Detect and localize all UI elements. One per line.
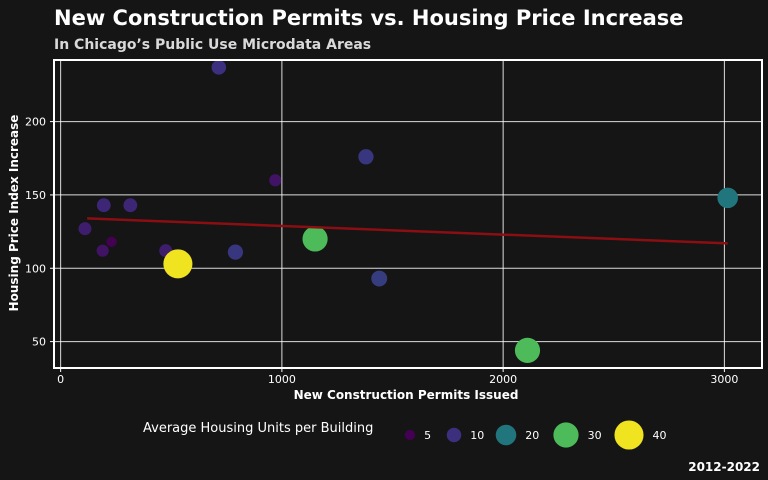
legend-key <box>446 427 462 443</box>
data-point <box>514 337 541 363</box>
y-tick-label: 50 <box>32 336 46 349</box>
legend-key <box>495 424 517 446</box>
panel-border <box>53 59 763 369</box>
data-point <box>302 226 328 252</box>
data-point <box>371 270 388 287</box>
y-axis-title: Housing Price Index Increase <box>7 115 21 312</box>
size-legend: Average Housing Units per Building 5 10 20… <box>143 420 667 450</box>
y-tick-label: 100 <box>25 262 46 275</box>
legend-key <box>614 420 644 450</box>
trend-line <box>87 217 728 245</box>
plot-area: 0 1000 2000 3000 50 100 150 200 <box>25 59 763 386</box>
chart-subtitle: In Chicago’s Public Use Microdata Areas <box>54 37 371 53</box>
legend-label: 40 <box>653 429 667 442</box>
legend-label: 20 <box>525 429 539 442</box>
x-tick-label: 3000 <box>710 373 738 386</box>
x-tick-label: 0 <box>57 373 64 386</box>
chart-title: New Construction Permits vs. Housing Pri… <box>54 6 684 30</box>
data-point <box>78 222 92 236</box>
x-tick-label: 2000 <box>489 373 517 386</box>
data-point <box>211 60 227 75</box>
x-axis-title: New Construction Permits Issued <box>294 388 519 402</box>
data-point <box>96 198 111 213</box>
legend-label: 5 <box>424 429 431 442</box>
data-point <box>123 198 138 213</box>
legend-label: 10 <box>470 429 484 442</box>
data-point <box>96 244 109 257</box>
legend-title: Average Housing Units per Building <box>143 421 373 436</box>
data-point <box>106 236 117 248</box>
data-point <box>163 249 193 279</box>
date-range-caption: 2012-2022 <box>688 460 760 474</box>
legend-key <box>553 422 579 448</box>
legend-label: 30 <box>588 429 602 442</box>
y-tick-label: 200 <box>25 116 46 129</box>
y-tick-label: 150 <box>25 189 46 202</box>
data-point <box>358 149 374 165</box>
legend-key <box>404 429 416 441</box>
data-point <box>227 244 244 260</box>
x-tick-label: 1000 <box>268 373 296 386</box>
data-point <box>717 187 738 209</box>
data-point <box>269 174 282 187</box>
